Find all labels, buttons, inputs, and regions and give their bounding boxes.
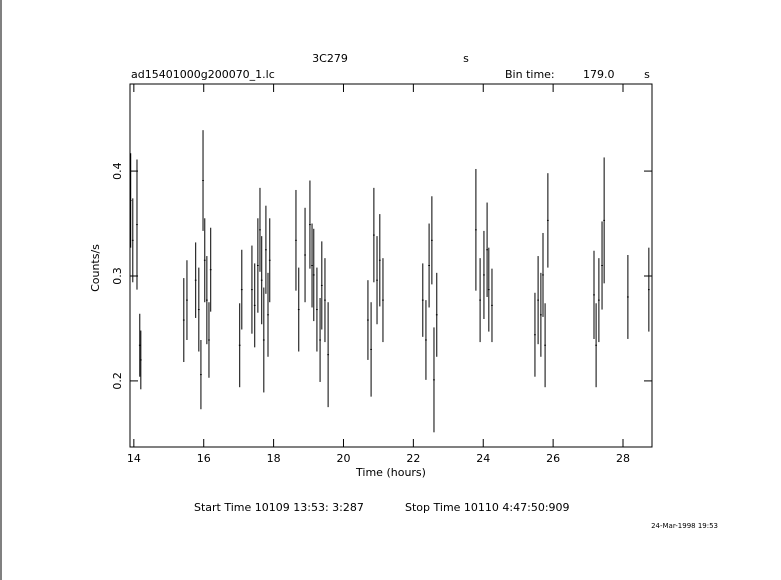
bin-time-label: Bin time: (505, 68, 555, 81)
x-tick-label: 22 (406, 452, 420, 465)
x-tick-label: 14 (127, 452, 141, 465)
bin-time-unit: s (644, 68, 650, 81)
x-tick-label: 18 (267, 452, 281, 465)
y-tick-label: 0.4 (111, 162, 124, 180)
bin-time: 179.0 (583, 68, 615, 81)
date-stamp: 24-Mar-1998 19:53 (651, 522, 718, 530)
start-time: Start Time 10109 13:53: 3:287 (194, 501, 364, 514)
file-name: ad15401000g200070_1.lc (131, 68, 275, 81)
chart-title: 3C279 (312, 52, 348, 65)
stop-time: Stop Time 10110 4:47:50:909 (405, 501, 570, 514)
x-tick-label: 16 (197, 452, 211, 465)
plot-frame (129, 83, 653, 448)
y-tick-label: 0.2 (111, 372, 124, 390)
x-tick-label: 24 (476, 452, 490, 465)
x-tick-label: 26 (546, 452, 560, 465)
x-axis-label: Time (hours) (355, 466, 426, 479)
y-axis-label: Counts/s (89, 244, 102, 292)
title-unit: s (463, 52, 469, 65)
x-tick-label: 28 (616, 452, 630, 465)
y-tick-label: 0.3 (111, 267, 124, 285)
x-tick-label: 20 (336, 452, 350, 465)
